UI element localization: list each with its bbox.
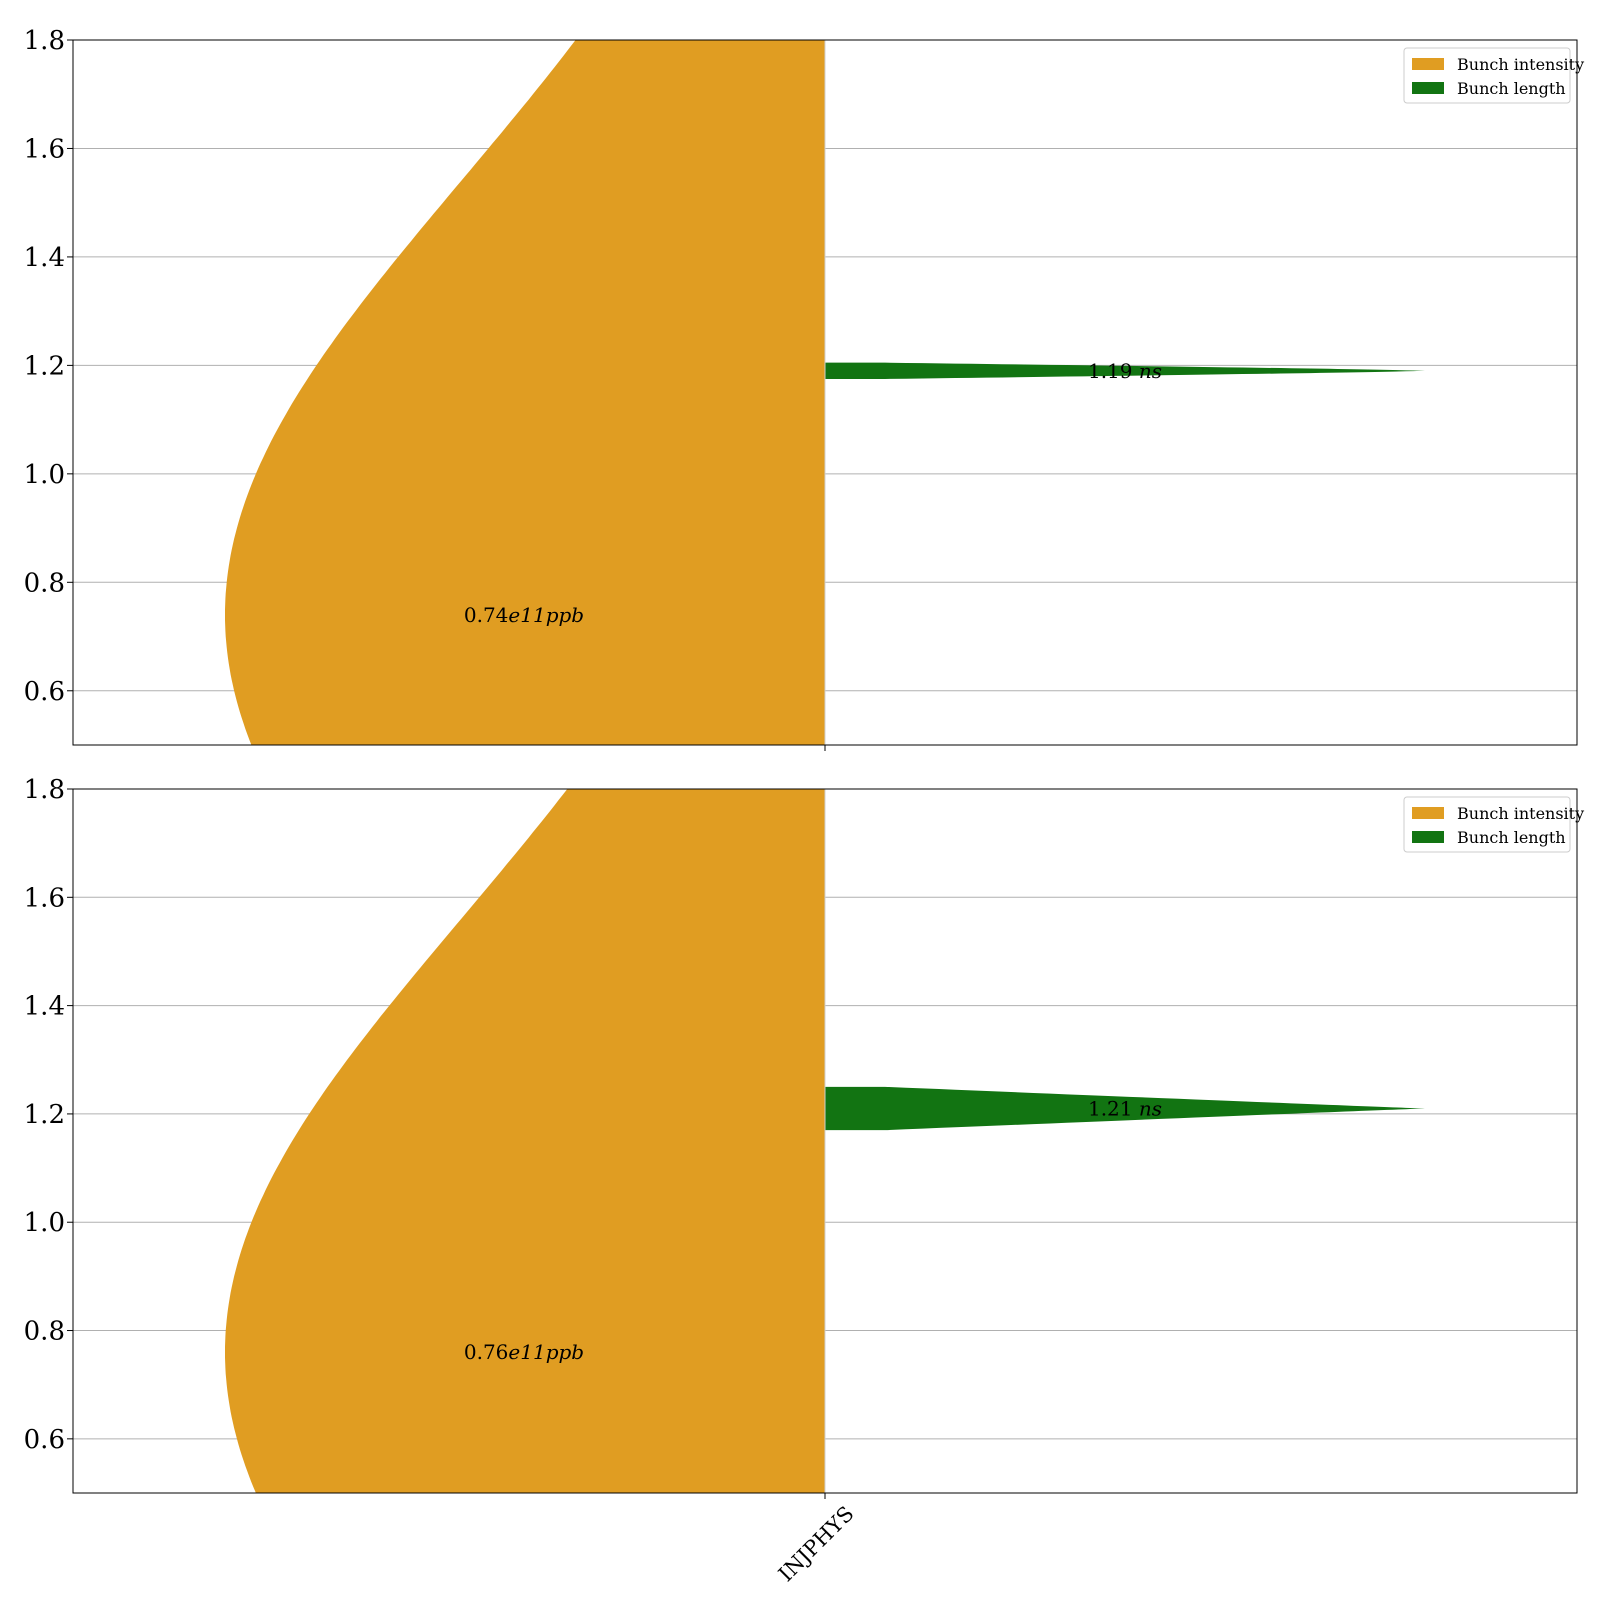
legend-box — [1403, 47, 1571, 104]
legend-swatch-intensity — [1412, 807, 1444, 819]
intensity-median-label: 0.76e11ppb — [464, 1340, 584, 1364]
ytick-label: 1.2 — [24, 1100, 65, 1130]
ytick-label: 1.6 — [24, 883, 65, 913]
annot-exp: e11 — [508, 603, 545, 627]
ytick-label: 0.8 — [24, 1317, 65, 1347]
legend-label-length: Bunch length — [1457, 828, 1566, 847]
ytick-label: 1.8 — [24, 26, 65, 56]
intensity-median-label: 0.74e11ppb — [464, 603, 584, 627]
legend: Bunch intensity Bunch length — [1403, 47, 1584, 104]
length-median-label: 1.21 ns — [1088, 1097, 1162, 1121]
ytick-label: 0.8 — [24, 568, 65, 598]
legend: Bunch intensity Bunch length — [1403, 796, 1584, 853]
annot-value: 1.21 — [1088, 1097, 1133, 1121]
panel-2: 0.6 0.8 1.0 1.2 1.4 1.6 1.8 0.76e11ppb 1.21 ns IN… — [24, 775, 1585, 1587]
violin-length — [825, 1086, 1425, 1131]
violin-length — [825, 362, 1425, 379]
legend-swatch-length — [1412, 82, 1444, 94]
violin-intensity — [225, 40, 825, 745]
legend-swatch-intensity — [1412, 58, 1444, 70]
ytick-label: 0.6 — [24, 1425, 65, 1455]
annot-value: 1.19 — [1088, 359, 1133, 383]
panel-1: 0.6 0.8 1.0 1.2 1.4 1.6 1.8 0.74e11ppb 1.19 ns Bu… — [24, 26, 1584, 751]
plot-area — [225, 789, 1425, 1493]
violin-intensity — [225, 789, 825, 1493]
xtick-label: INJPHYS — [774, 1502, 859, 1587]
legend-box — [1403, 796, 1571, 853]
ytick-label: 1.6 — [24, 134, 65, 164]
annot-unit: ns — [1139, 359, 1162, 383]
legend-label-intensity: Bunch intensity — [1457, 804, 1584, 823]
ytick-label: 1.4 — [24, 243, 65, 273]
ytick-label: 0.6 — [24, 677, 65, 707]
legend-label-intensity: Bunch intensity — [1457, 55, 1584, 74]
ytick-label: 1.8 — [24, 775, 65, 805]
legend-swatch-length — [1412, 831, 1444, 843]
length-median-label: 1.19 ns — [1088, 359, 1162, 383]
ytick-label: 1.0 — [24, 460, 65, 490]
annot-value: 0.76 — [464, 1340, 509, 1364]
annot-unit: ns — [1139, 1097, 1162, 1121]
ytick-label: 1.4 — [24, 992, 65, 1022]
annot-unit: ppb — [546, 1340, 584, 1364]
plot-area — [225, 40, 1425, 745]
ytick-label: 1.0 — [24, 1208, 65, 1238]
annot-exp: e11 — [508, 1340, 545, 1364]
annot-value: 0.74 — [464, 603, 509, 627]
legend-label-length: Bunch length — [1457, 79, 1566, 98]
annot-unit: ppb — [546, 603, 584, 627]
ytick-label: 1.2 — [24, 351, 65, 381]
